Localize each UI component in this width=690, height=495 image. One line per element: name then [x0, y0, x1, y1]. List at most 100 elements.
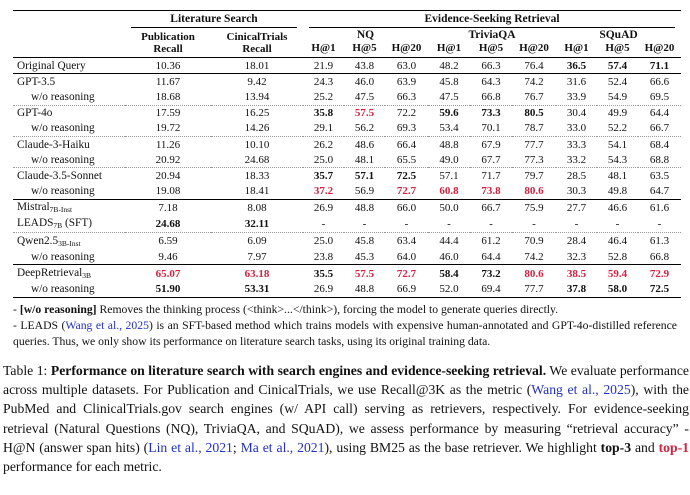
value-cell: 7.18: [158, 201, 178, 214]
value-cell: 45.8: [439, 75, 459, 88]
value-cell: 68.8: [638, 152, 682, 169]
value-cell: 28.4: [566, 235, 587, 248]
table-row: w/o reasoning 51.90 53.31 26.9 48.8 66.9 52.0 6…: [13, 281, 682, 298]
value-cell: 77.3: [512, 152, 556, 169]
value-cell: 52.2: [597, 120, 638, 137]
value-cell: 37.2: [303, 183, 344, 200]
group-header-literature: Literature Search: [125, 10, 303, 29]
col-header-nq: NQ: [356, 29, 375, 41]
text-segment: performance for each metric.: [3, 459, 162, 475]
value-cell: 14.26: [211, 120, 303, 137]
value-cell: -: [344, 215, 385, 234]
value-cell: 66.8: [638, 249, 682, 266]
value-cell: 25.0: [303, 152, 344, 169]
value-cell: 16.25: [244, 107, 270, 120]
citation-link[interactable]: Lin et al., 2021: [148, 440, 233, 455]
value-cell: 25.2: [303, 89, 344, 106]
text-segment: We evaluate performance across multiple …: [3, 362, 689, 398]
table-row: Original Query 10.36 18.01 21.9 43.8 63.0 48.2…: [13, 57, 682, 75]
value-cell: 21.9: [303, 57, 344, 75]
value-cell: 33.0: [556, 120, 597, 137]
metric-header-h20: H@20: [638, 41, 682, 58]
value-cell: 33.3: [566, 138, 587, 151]
value-cell: 37.8: [556, 281, 597, 298]
value-cell: 48.8: [344, 281, 385, 298]
value-cell: 36.5: [556, 57, 597, 75]
value-cell: 52.4: [607, 75, 628, 88]
value-cell: 78.7: [512, 120, 556, 137]
value-cell: 26.9: [303, 281, 344, 298]
value-cell: 64.0: [385, 249, 428, 266]
footnote-wo-reasoning: - [w/o reasoning] Removes the thinking p…: [13, 302, 677, 318]
value-cell: 75.9: [524, 201, 544, 214]
metric-header-h20: H@20: [385, 41, 428, 58]
value-cell: 48.1: [607, 169, 628, 182]
value-cell: 46.0: [354, 75, 375, 88]
row-label-subscript: 3B-Inst: [58, 238, 81, 248]
row-label: w/o reasoning: [13, 281, 125, 298]
table-row: w/o reasoning 18.68 13.94 25.2 47.5 66.3 47.5 6…: [13, 89, 682, 106]
value-cell: 77.7: [512, 281, 556, 298]
value-cell: 57.5: [354, 107, 375, 120]
text-segment: - LEADS (: [13, 318, 66, 332]
value-cell: 56.9: [344, 183, 385, 200]
value-cell: 64.3: [481, 75, 501, 88]
value-cell: 11.67: [155, 75, 181, 88]
citation-link[interactable]: Wang et al., 2025: [65, 318, 149, 332]
value-cell: 66.6: [649, 75, 670, 88]
value-cell: 35.8: [313, 107, 334, 120]
value-cell: 30.4: [566, 107, 587, 120]
value-cell: 66.9: [385, 281, 428, 298]
row-label: Mistral7B-Inst: [17, 201, 73, 215]
col-header-clinicaltrials: CinicalTrials Recall: [211, 29, 303, 58]
col-header-clinicaltrials-line2: Recall: [242, 43, 272, 55]
text-segment: Performance on literature search with se…: [50, 362, 547, 378]
table-row: Claude-3-Haiku 11.26 10.10 26.2 48.6 66.4 48.8…: [13, 136, 681, 152]
row-label: DeepRetrieval3B: [17, 267, 92, 281]
value-cell: 63.0: [385, 57, 428, 75]
value-cell: 48.8: [439, 138, 459, 151]
row-label: Qwen2.53B-Inst: [17, 234, 81, 248]
text-segment: ;: [232, 440, 241, 455]
row-label: w/o reasoning: [13, 120, 125, 137]
value-cell: 20.94: [155, 169, 181, 182]
value-cell: 65.07: [155, 267, 181, 280]
value-cell: 35.7: [313, 169, 334, 182]
value-cell: 61.6: [649, 201, 670, 214]
value-cell: 25.0: [313, 235, 334, 248]
value-cell: 63.9: [396, 75, 417, 88]
corner-cell: [13, 29, 125, 58]
citation-link[interactable]: Wang et al., 2025: [531, 382, 631, 398]
value-cell: 52.0: [428, 281, 470, 298]
corner-cell: [13, 10, 125, 29]
row-label: w/o reasoning: [13, 152, 125, 169]
row-label: w/o reasoning: [13, 249, 125, 266]
table-row: w/o reasoning 19.72 14.26 29.1 56.2 69.3 53.4 7…: [13, 120, 682, 137]
value-cell: 72.7: [385, 183, 428, 200]
value-cell: 35.5: [313, 267, 334, 280]
text-segment: top-1: [658, 440, 690, 455]
value-cell: 70.9: [524, 235, 544, 248]
value-cell: 63.5: [649, 169, 670, 182]
value-cell: 72.7: [396, 267, 417, 280]
value-cell: 17.59: [155, 107, 181, 120]
value-cell: 32.3: [556, 249, 597, 266]
value-cell: 66.0: [396, 201, 417, 214]
value-cell: 50.0: [439, 201, 459, 214]
text-segment: [w/o reasoning]: [19, 302, 97, 316]
table-row: GPT-4o 17.59 16.25 35.8 57.5 72.2 59.6 73.3 80.5…: [13, 105, 681, 121]
table-row: LEADS7B (SFT) 24.68 32.11- - - - - - - - -: [13, 215, 682, 234]
metric-header-h5: H@5: [344, 41, 385, 58]
citation-link[interactable]: Ma et al., 2021: [240, 440, 325, 455]
value-cell: 61.3: [649, 235, 670, 248]
table-row: w/o reasoning 20.92 24.68 25.0 48.1 65.5 49.0 6…: [13, 152, 682, 169]
value-cell: -: [428, 215, 470, 234]
value-cell: 67.7: [470, 152, 512, 169]
metric-header-h20: H@20: [512, 41, 556, 58]
value-cell: 54.1: [607, 138, 628, 151]
value-cell: -: [303, 215, 344, 234]
value-cell: 58.0: [597, 281, 638, 298]
value-cell: 19.72: [125, 120, 211, 137]
value-cell: 7.97: [211, 249, 303, 266]
